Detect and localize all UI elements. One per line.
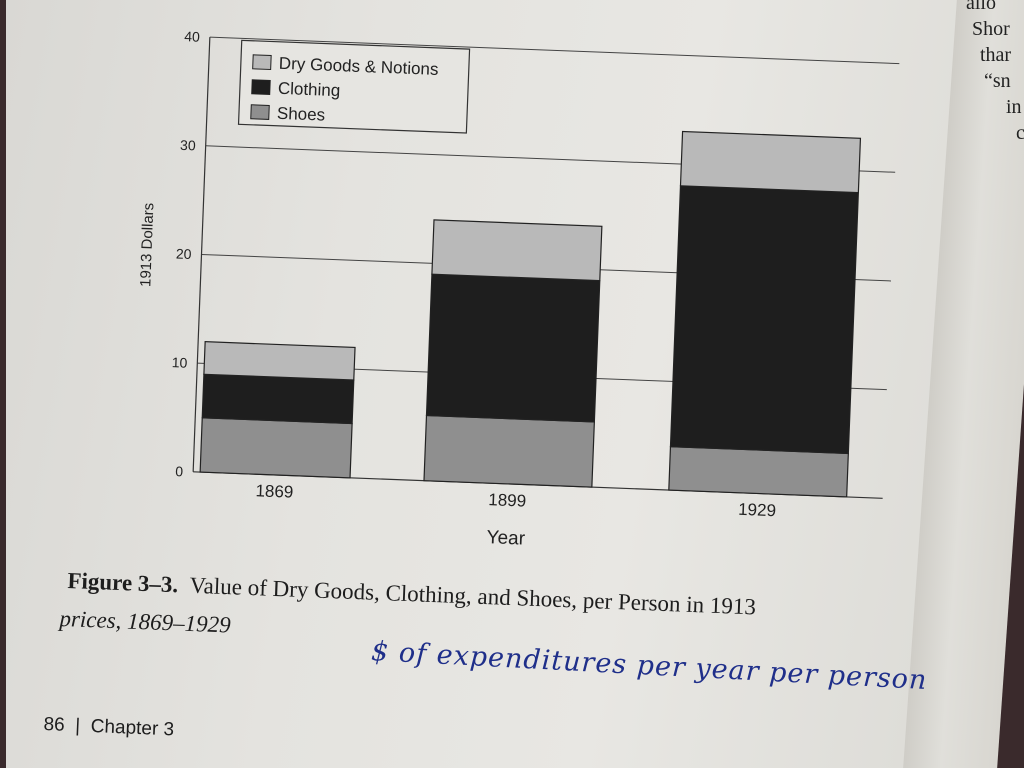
bar-segment-shoes bbox=[199, 417, 353, 479]
y-tick-label: 20 bbox=[176, 245, 192, 262]
side-text-line: thar bbox=[980, 44, 1012, 66]
bar-segment-shoes bbox=[423, 414, 595, 488]
y-tick-label: 10 bbox=[171, 354, 187, 371]
legend-box bbox=[237, 39, 471, 134]
legend-swatch bbox=[251, 79, 271, 95]
bars bbox=[199, 130, 862, 498]
footer-separator: | bbox=[74, 715, 81, 737]
side-text-line: c bbox=[1016, 122, 1024, 144]
figure-label: Figure 3–3. bbox=[67, 568, 179, 598]
y-tick-label: 40 bbox=[184, 28, 200, 45]
bar-segment-dry-goods-notions bbox=[203, 341, 356, 381]
bar-segment-dry-goods-notions bbox=[431, 219, 603, 282]
side-text-line: “sn bbox=[984, 70, 1011, 92]
y-tick-label: 30 bbox=[180, 137, 196, 154]
page-number: 86 bbox=[43, 714, 66, 736]
bar-segment-dry-goods-notions bbox=[679, 130, 862, 194]
bar-segment-clothing bbox=[425, 273, 601, 423]
x-axis-label: Year bbox=[486, 527, 526, 549]
legend-entry: Clothing bbox=[278, 79, 341, 100]
y-tick-label: 0 bbox=[175, 463, 184, 479]
x-tick-label: 1869 bbox=[255, 481, 294, 501]
bar-segment-clothing bbox=[669, 185, 859, 455]
x-tick-label: 1929 bbox=[738, 500, 777, 520]
side-text-line: Shor bbox=[972, 18, 1010, 40]
y-axis-line bbox=[192, 37, 211, 472]
legend-swatch bbox=[250, 104, 270, 120]
bar-segment-clothing bbox=[201, 373, 355, 425]
x-tick-labels: 1869 1899 1929 bbox=[255, 481, 776, 520]
facing-page-text: allo Shor thar “sn in c bbox=[962, 0, 1024, 160]
chapter-label: Chapter 3 bbox=[90, 715, 175, 741]
legend-swatch bbox=[252, 54, 272, 71]
grid-line bbox=[209, 36, 900, 65]
bar-segment-shoes bbox=[668, 445, 849, 498]
x-tick-label: 1899 bbox=[488, 490, 527, 510]
y-axis-label: 1913 Dollars bbox=[137, 202, 157, 287]
legend-entry: Shoes bbox=[277, 104, 326, 125]
side-text-line: in bbox=[1006, 96, 1022, 118]
side-text-line: allo bbox=[966, 0, 996, 14]
y-tick-labels: 0 10 20 30 40 bbox=[171, 28, 200, 479]
